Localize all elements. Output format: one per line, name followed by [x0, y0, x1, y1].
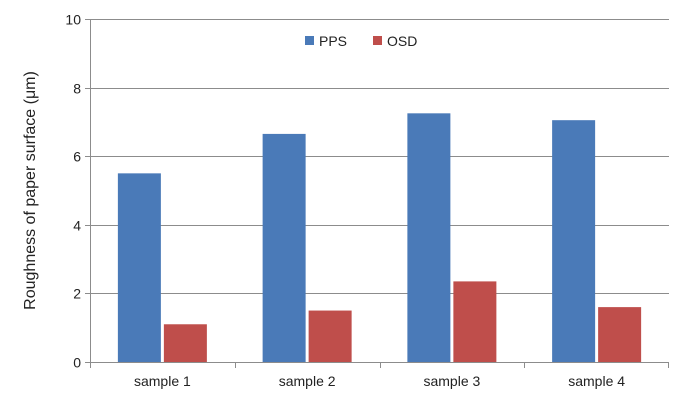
bar-pps-sample-1: [117, 173, 161, 362]
y-axis-title: Roughness of paper surface (μm): [22, 71, 39, 310]
bar-osd-sample-4: [598, 307, 642, 362]
x-tick-label: sample 1: [134, 373, 191, 389]
legend-swatch-osd: [373, 36, 382, 45]
bar-pps-sample-3: [407, 113, 451, 362]
bar-pps-sample-4: [552, 120, 596, 362]
x-tick-labels: sample 1 sample 2 sample 3 sample 4: [134, 373, 625, 389]
bar-pps-sample-2: [262, 133, 306, 362]
x-tick-label: sample 2: [279, 373, 336, 389]
legend: PPS OSD: [305, 33, 417, 49]
bar-osd-sample-3: [453, 281, 497, 362]
x-tick-label: sample 3: [423, 373, 480, 389]
legend-swatch-pps: [305, 36, 314, 45]
y-tick-labels: 0 2 4 6 8 10: [65, 12, 81, 371]
x-tick-label: sample 4: [568, 373, 625, 389]
y-tick-label: 6: [73, 149, 81, 165]
y-tick-label: 8: [73, 81, 81, 97]
legend-label-osd: OSD: [387, 33, 417, 49]
bar-osd-sample-1: [163, 324, 207, 362]
y-tick-label: 0: [73, 355, 81, 371]
y-tick-label: 2: [73, 286, 81, 302]
axes: [90, 19, 669, 363]
bar-osd-sample-2: [308, 310, 352, 362]
y-tick-label: 10: [65, 12, 81, 28]
y-tick-label: 4: [73, 218, 81, 234]
legend-label-pps: PPS: [319, 33, 347, 49]
bars: [117, 113, 642, 362]
